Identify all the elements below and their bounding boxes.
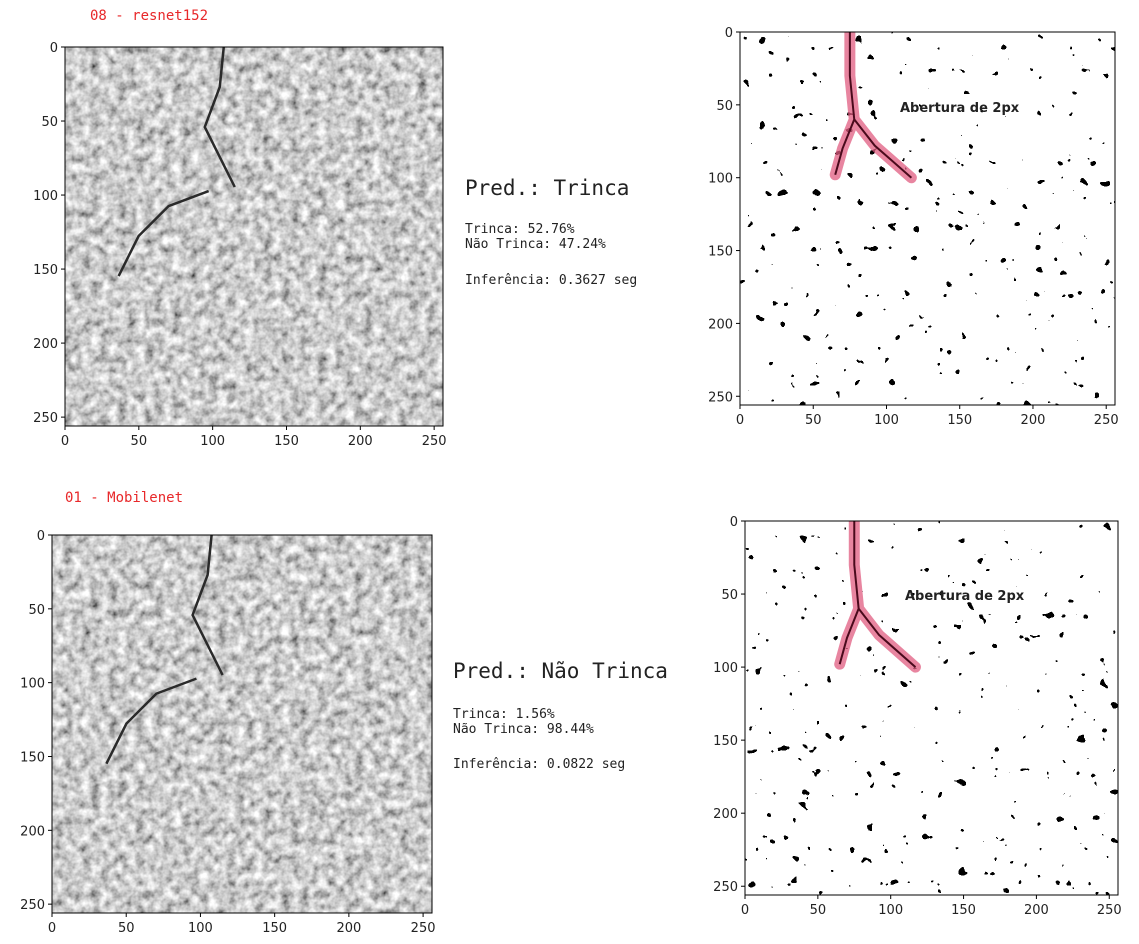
axes-frame — [64, 46, 444, 427]
x-tick-label: 100 — [188, 921, 213, 936]
x-tick-label: 50 — [118, 921, 135, 936]
x-tick-label: 250 — [1094, 413, 1119, 428]
y-tick-label: 50 — [716, 99, 733, 114]
y-tick-label: 50 — [41, 115, 58, 130]
panel-title: 08 - resnet152 — [90, 8, 208, 24]
x-tick-label: 150 — [947, 413, 972, 428]
x-tick-label: 0 — [48, 921, 56, 936]
y-tick-label: 0 — [725, 26, 733, 41]
x-tick-label: 150 — [274, 434, 299, 449]
y-tick-label: 250 — [708, 390, 733, 405]
y-tick-label: 150 — [708, 245, 733, 260]
x-tick-label: 150 — [951, 903, 976, 918]
x-tick-label: 100 — [874, 413, 899, 428]
x-tick-label: 0 — [741, 903, 749, 918]
x-tick-label: 250 — [1097, 903, 1122, 918]
x-tick-label: 100 — [878, 903, 903, 918]
mask-content — [740, 32, 1115, 405]
mask-content — [745, 521, 1118, 895]
score: Não Trinca: 98.44% — [453, 722, 594, 737]
score: Não Trinca: 47.24% — [465, 237, 606, 252]
y-tick-label: 200 — [713, 807, 738, 822]
y-tick-label: 100 — [20, 677, 45, 692]
image-content — [65, 47, 443, 426]
y-tick-label: 200 — [33, 337, 58, 352]
y-tick-label: 0 — [37, 529, 45, 544]
y-tick-label: 200 — [708, 317, 733, 332]
x-tick-label: 250 — [422, 434, 447, 449]
x-tick-label: 200 — [336, 921, 361, 936]
crack — [105, 535, 224, 765]
y-tick-label: 0 — [730, 515, 738, 530]
score: Trinca: 1.56% — [453, 707, 555, 722]
x-tick-label: 50 — [131, 434, 148, 449]
pavement-image — [65, 47, 443, 426]
x-tick-label: 200 — [348, 434, 373, 449]
annotation: Abertura de 2px — [900, 101, 1020, 116]
crack — [117, 47, 236, 277]
y-tick-label: 250 — [713, 880, 738, 895]
axes-frame — [739, 31, 1116, 406]
x-tick-label: 200 — [1021, 413, 1046, 428]
prediction: Pred.: Não Trinca — [453, 659, 668, 683]
pavement-image — [52, 535, 432, 913]
y-tick-label: 250 — [33, 411, 58, 426]
y-tick-label: 100 — [33, 189, 58, 204]
x-tick-label: 50 — [805, 413, 822, 428]
x-tick-label: 0 — [736, 413, 744, 428]
y-tick-label: 150 — [20, 750, 45, 765]
y-tick-label: 200 — [20, 824, 45, 839]
x-tick-label: 250 — [411, 921, 436, 936]
x-tick-label: 50 — [810, 903, 827, 918]
y-tick-label: 150 — [33, 263, 58, 278]
y-tick-label: 150 — [713, 734, 738, 749]
y-tick-label: 250 — [20, 898, 45, 913]
inference-time: Inferência: 0.3627 seg — [465, 273, 637, 288]
mask-specks — [745, 521, 1118, 895]
crack-line — [838, 521, 917, 668]
score: Trinca: 52.76% — [465, 222, 575, 237]
prediction: Pred.: Trinca — [465, 176, 629, 200]
annotation: Abertura de 2px — [905, 589, 1025, 604]
axes-frame — [51, 534, 433, 914]
y-tick-label: 50 — [28, 603, 45, 618]
axes-frame — [744, 520, 1119, 896]
panel-title: 01 - Mobilenet — [65, 490, 183, 506]
y-tick-label: 50 — [721, 588, 738, 603]
y-tick-label: 0 — [50, 41, 58, 56]
y-tick-label: 100 — [708, 172, 733, 187]
image-content — [52, 535, 432, 913]
inference-time: Inferência: 0.0822 seg — [453, 757, 625, 772]
mask-specks — [740, 32, 1115, 405]
y-tick-label: 100 — [713, 661, 738, 676]
x-tick-label: 100 — [200, 434, 225, 449]
crack-line — [834, 32, 913, 179]
x-tick-label: 0 — [61, 434, 69, 449]
x-tick-label: 200 — [1024, 903, 1049, 918]
x-tick-label: 150 — [262, 921, 287, 936]
